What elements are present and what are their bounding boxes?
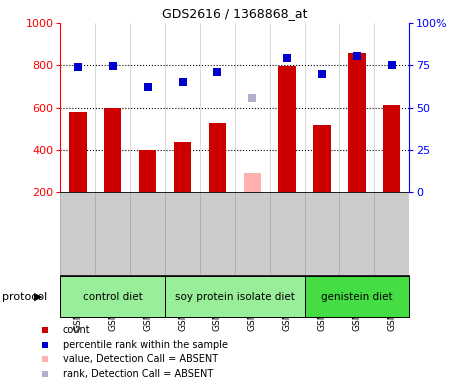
Text: rank, Detection Call = ABSENT: rank, Detection Call = ABSENT — [63, 369, 213, 379]
Text: percentile rank within the sample: percentile rank within the sample — [63, 340, 228, 350]
Bar — [174, 142, 191, 192]
Text: genistein diet: genistein diet — [321, 291, 393, 302]
Bar — [383, 106, 400, 192]
Bar — [244, 173, 261, 192]
Bar — [60, 276, 165, 317]
Text: control diet: control diet — [83, 291, 143, 302]
Bar — [313, 126, 331, 192]
Text: count: count — [63, 326, 91, 336]
Title: GDS2616 / 1368868_at: GDS2616 / 1368868_at — [162, 7, 307, 20]
Bar — [348, 53, 365, 192]
Bar — [279, 66, 296, 192]
Text: value, Detection Call = ABSENT: value, Detection Call = ABSENT — [63, 354, 218, 364]
Text: soy protein isolate diet: soy protein isolate diet — [175, 291, 295, 302]
Bar — [305, 276, 409, 317]
Bar — [104, 108, 121, 192]
Bar — [69, 112, 86, 192]
Text: ▶: ▶ — [34, 291, 42, 302]
Text: protocol: protocol — [2, 291, 47, 302]
Bar — [139, 150, 156, 192]
Bar — [165, 276, 305, 317]
Bar — [209, 123, 226, 192]
